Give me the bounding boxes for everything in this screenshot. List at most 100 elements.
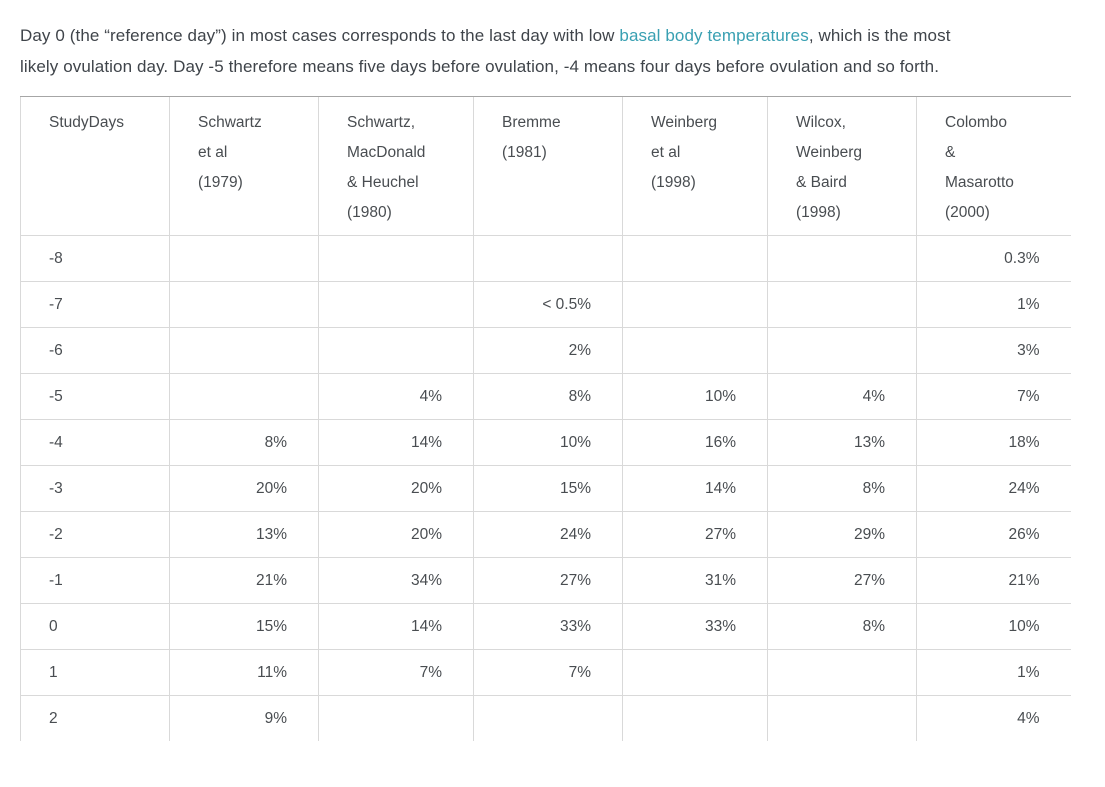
value-cell: 3% [916,327,1071,374]
header-cell-0: StudyDays [20,96,170,236]
table-row: 0 15% 14% 33% 33% 8% 10% [20,603,1071,650]
value-cell: 2% [473,327,623,374]
value-cell [318,281,474,328]
intro-text-line2: likely ovulation day. Day -5 therefore m… [20,57,940,76]
day-cell: 1 [20,649,170,696]
value-cell: 20% [318,465,474,512]
day-cell: -2 [20,511,170,558]
value-cell: 31% [622,557,768,604]
value-cell: 20% [318,511,474,558]
value-cell: 27% [622,511,768,558]
value-cell: 8% [473,373,623,420]
studies-table: StudyDays Schwartz et al (1979) Schwartz, … [20,96,1071,741]
value-cell: 24% [473,511,623,558]
header-cell-3: Bremme (1981) [473,96,623,236]
value-cell [169,327,319,374]
value-cell: 4% [767,373,917,420]
value-cell [169,281,319,328]
intro-paragraph: Day 0 (the “reference day”) in most case… [20,20,1055,82]
basal-body-temperatures-link[interactable]: basal body temperatures [619,26,809,45]
table-row: -3 20% 20% 15% 14% 8% 24% [20,465,1071,512]
day-cell: -8 [20,235,170,282]
table-body: -8 0.3% -7 < 0.5% 1% -6 2% 3% -5 4% 8% 10% 4% 7% -4 8% 1… [20,235,1071,741]
table-row: -4 8% 14% 10% 16% 13% 18% [20,419,1071,466]
value-cell: 20% [169,465,319,512]
header-cell-5: Wilcox, Weinberg & Baird (1998) [767,96,917,236]
value-cell: 14% [622,465,768,512]
value-cell: 13% [169,511,319,558]
value-cell: 33% [622,603,768,650]
value-cell: 15% [169,603,319,650]
value-cell: 21% [916,557,1071,604]
table-row: -8 0.3% [20,235,1071,282]
value-cell: 11% [169,649,319,696]
value-cell: 1% [916,649,1071,696]
value-cell: < 0.5% [473,281,623,328]
value-cell: 8% [767,603,917,650]
value-cell: 18% [916,419,1071,466]
header-cell-2: Schwartz, MacDonald & Heuchel (1980) [318,96,474,236]
table-row: 2 9% 4% [20,695,1071,741]
value-cell: 15% [473,465,623,512]
day-cell: -3 [20,465,170,512]
header-cell-6: Colombo & Masarotto (2000) [916,96,1071,236]
value-cell: 7% [916,373,1071,420]
table-row: -1 21% 34% 27% 31% 27% 21% [20,557,1071,604]
value-cell: 10% [622,373,768,420]
value-cell: 1% [916,281,1071,328]
table-row: -5 4% 8% 10% 4% 7% [20,373,1071,420]
value-cell: 10% [473,419,623,466]
value-cell: 4% [916,695,1071,741]
value-cell [767,649,917,696]
value-cell [767,327,917,374]
day-cell: -4 [20,419,170,466]
value-cell: 16% [622,419,768,466]
value-cell: 27% [473,557,623,604]
day-cell: 2 [20,695,170,741]
value-cell: 27% [767,557,917,604]
value-cell: 13% [767,419,917,466]
value-cell [622,327,768,374]
table-row: 1 11% 7% 7% 1% [20,649,1071,696]
value-cell [622,235,768,282]
value-cell: 33% [473,603,623,650]
day-cell: -6 [20,327,170,374]
value-cell: 14% [318,419,474,466]
value-cell [622,281,768,328]
value-cell [169,373,319,420]
value-cell: 8% [169,419,319,466]
table-row: -7 < 0.5% 1% [20,281,1071,328]
value-cell: 24% [916,465,1071,512]
value-cell: 10% [916,603,1071,650]
day-cell: -1 [20,557,170,604]
day-cell: -5 [20,373,170,420]
value-cell [767,695,917,741]
value-cell: 7% [473,649,623,696]
value-cell: 7% [318,649,474,696]
value-cell: 29% [767,511,917,558]
day-cell: -7 [20,281,170,328]
value-cell: 0.3% [916,235,1071,282]
header-cell-4: Weinberg et al (1998) [622,96,768,236]
value-cell [318,327,474,374]
intro-text-after-link: , which is the most [808,26,951,45]
value-cell: 26% [916,511,1071,558]
value-cell [622,649,768,696]
table-header-row: StudyDays Schwartz et al (1979) Schwartz, … [20,96,1071,236]
header-cell-1: Schwartz et al (1979) [169,96,319,236]
value-cell [622,695,768,741]
value-cell [767,281,917,328]
value-cell: 34% [318,557,474,604]
value-cell: 9% [169,695,319,741]
table-row: -2 13% 20% 24% 27% 29% 26% [20,511,1071,558]
value-cell [473,695,623,741]
value-cell [318,235,474,282]
table-row: -6 2% 3% [20,327,1071,374]
value-cell: 21% [169,557,319,604]
value-cell [169,235,319,282]
value-cell: 8% [767,465,917,512]
day-cell: 0 [20,603,170,650]
value-cell: 4% [318,373,474,420]
value-cell: 14% [318,603,474,650]
intro-text-before-link: Day 0 (the “reference day”) in most case… [20,26,620,45]
